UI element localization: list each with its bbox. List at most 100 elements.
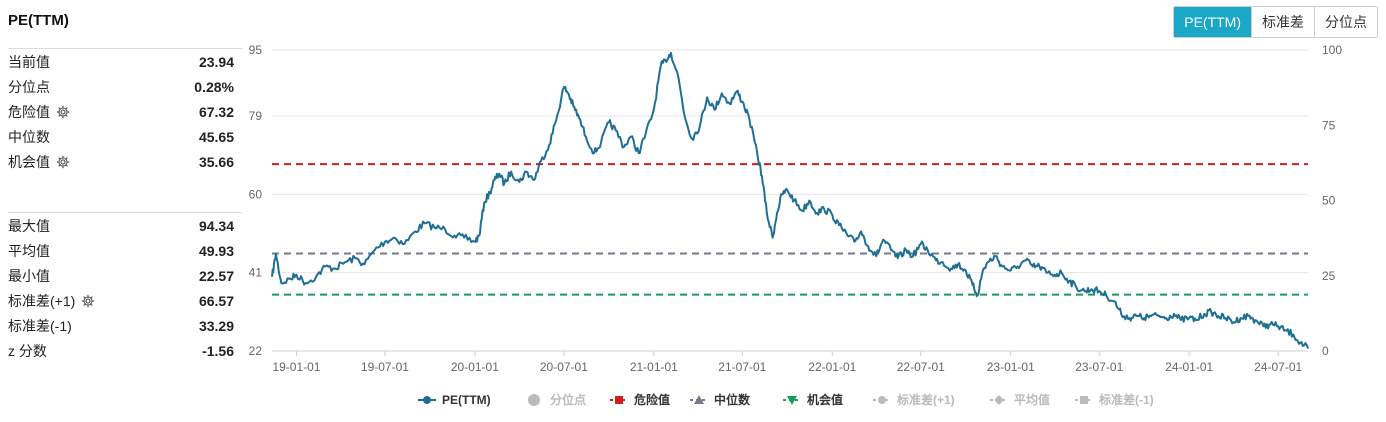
legend-item[interactable]: 标准差(-1)	[1075, 392, 1154, 407]
gear-icon[interactable]	[56, 105, 70, 119]
legend-marker-triangle-down-icon	[787, 396, 797, 405]
stat-value: 23.94	[198, 53, 234, 70]
stat-label-wrap: 最小值	[8, 266, 50, 286]
stat-row: 标准差(-1) 33.29	[8, 313, 242, 338]
stat-value: 66.57	[198, 292, 234, 309]
legend-label: 平均值	[1014, 392, 1050, 407]
gear-icon[interactable]	[81, 294, 95, 308]
stat-row: 分位点 0.28%	[8, 74, 242, 99]
stat-value: 35.66	[198, 153, 234, 170]
view-tabs: PE(TTM) 标准差 分位点	[1173, 6, 1378, 38]
x-tick-label: 20-07-01	[540, 360, 588, 374]
x-tick-label: 21-01-01	[630, 360, 678, 374]
y-tick-label-right: 0	[1322, 344, 1329, 358]
tab-pe-ttm[interactable]: PE(TTM)	[1174, 7, 1251, 37]
stat-label-wrap: 机会值	[8, 152, 70, 172]
stat-value: 0.28%	[194, 78, 234, 95]
y-tick-label-left: 79	[249, 109, 263, 123]
stat-row: z 分数 -1.56	[8, 338, 242, 363]
stats-panel-current: 当前值 23.94 分位点 0.28% 危险值 67.32 中位数 45.65 机会值 35.66	[8, 48, 242, 174]
legend-item[interactable]: 中位数	[690, 392, 751, 407]
stat-label: 平均值	[8, 242, 50, 259]
legend-label: 分位点	[550, 392, 586, 407]
stat-row: 最小值 22.57	[8, 263, 242, 288]
legend-label: 标准差(-1)	[1098, 392, 1154, 407]
y-tick-label-left: 41	[249, 266, 263, 280]
legend-marker-square-icon	[615, 396, 623, 404]
y-tick-label-left: 22	[249, 344, 263, 358]
x-tick-label: 22-07-01	[897, 360, 945, 374]
stat-label-wrap: z 分数	[8, 341, 47, 361]
stat-label-wrap: 中位数	[8, 127, 50, 147]
y-tick-label-right: 25	[1322, 269, 1336, 283]
legend-circle-icon	[528, 394, 540, 406]
x-tick-label: 19-01-01	[272, 360, 320, 374]
y-tick-label-right: 75	[1322, 118, 1336, 132]
legend-label: PE(TTM)	[442, 393, 491, 407]
gear-icon[interactable]	[56, 155, 70, 169]
stat-label: 最大值	[8, 217, 50, 234]
y-tick-label-right: 50	[1322, 194, 1336, 208]
stat-label: 危险值	[8, 103, 50, 120]
page-title: PE(TTM)	[8, 12, 69, 29]
legend-marker-diamond-icon	[994, 395, 1004, 405]
stat-label-wrap: 平均值	[8, 241, 50, 261]
stat-row: 平均值 49.93	[8, 238, 242, 263]
stat-row: 机会值 35.66	[8, 149, 242, 174]
legend-item[interactable]: 标准差(+1)	[873, 392, 955, 407]
x-tick-label: 23-01-01	[987, 360, 1035, 374]
legend-label: 中位数	[714, 392, 751, 407]
x-tick-label: 24-01-01	[1165, 360, 1213, 374]
legend-marker-circle-icon	[423, 396, 431, 404]
stat-label-wrap: 分位点	[8, 77, 50, 97]
y-tick-label-right: 100	[1322, 43, 1342, 57]
stat-value: 94.34	[198, 217, 234, 234]
legend-item[interactable]: 平均值	[990, 392, 1050, 407]
x-tick-label: 23-07-01	[1075, 360, 1123, 374]
stats-panel-summary: 最大值 94.34 平均值 49.93 最小值 22.57 标准差(+1) 66.57 标准差(…	[8, 212, 242, 363]
stat-label-wrap: 当前值	[8, 52, 50, 72]
stat-label: 最小值	[8, 267, 50, 284]
stat-label: 标准差(+1)	[8, 292, 76, 309]
legend-marker-square-icon	[1080, 396, 1088, 404]
x-tick-label: 19-07-01	[361, 360, 409, 374]
legend-label: 机会值	[807, 392, 843, 407]
stat-value: 45.65	[198, 128, 234, 145]
legend-label: 危险值	[633, 392, 670, 407]
legend-item[interactable]: 分位点	[528, 392, 586, 407]
stat-label: 当前值	[8, 53, 50, 70]
stat-value: 49.93	[198, 242, 234, 259]
stat-row: 最大值 94.34	[8, 213, 242, 238]
stat-label-wrap: 最大值	[8, 216, 50, 236]
legend-item[interactable]: PE(TTM)	[418, 393, 491, 407]
x-tick-label: 21-07-01	[718, 360, 766, 374]
tab-percentile[interactable]: 分位点	[1314, 7, 1377, 37]
y-tick-label-left: 60	[249, 187, 263, 201]
x-tick-label: 24-07-01	[1254, 360, 1302, 374]
stat-label-wrap: 标准差(+1)	[8, 291, 95, 311]
tab-std-dev[interactable]: 标准差	[1251, 7, 1314, 37]
stat-row: 中位数 45.65	[8, 124, 242, 149]
legend-marker-circle-icon	[878, 396, 886, 404]
pe-ttm-series-line	[271, 51, 1309, 349]
stat-label: 标准差(-1)	[8, 317, 72, 334]
legend-item[interactable]: 危险值	[610, 392, 670, 407]
legend-item[interactable]: 机会值	[783, 392, 843, 407]
stat-label-wrap: 标准差(-1)	[8, 316, 72, 336]
legend-label: 标准差(+1)	[896, 392, 955, 407]
stat-label: 机会值	[8, 153, 50, 170]
x-tick-label: 20-01-01	[451, 360, 499, 374]
stat-row: 当前值 23.94	[8, 49, 242, 74]
stat-label-wrap: 危险值	[8, 102, 70, 122]
legend-marker-triangle-up-icon	[694, 395, 704, 404]
stat-value: 33.29	[198, 317, 234, 334]
stat-value: 22.57	[198, 267, 234, 284]
x-tick-label: 22-01-01	[808, 360, 856, 374]
stat-row: 危险值 67.32	[8, 99, 242, 124]
stat-value: -1.56	[202, 342, 234, 359]
stat-label: z 分数	[8, 342, 47, 359]
y-tick-label-left: 95	[249, 43, 263, 57]
stat-label: 分位点	[8, 78, 50, 95]
stat-row: 标准差(+1) 66.57	[8, 288, 242, 313]
